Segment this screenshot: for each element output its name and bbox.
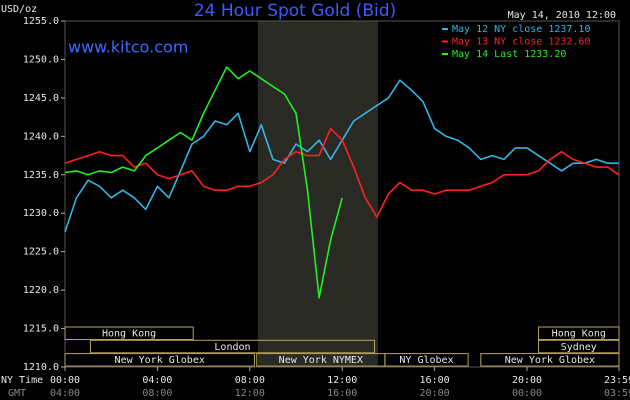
x-tick-label: 08:00	[235, 375, 265, 386]
y-tick-label: 1215.0	[23, 324, 59, 335]
session-box	[64, 353, 255, 367]
session-box	[538, 339, 620, 354]
x-tick-label: 12:00	[327, 375, 357, 386]
series-line	[64, 66, 343, 299]
y-tick-label: 1255.0	[23, 16, 59, 27]
x2-tick-label: 16:00	[327, 388, 357, 399]
x2-tick-label: 08:00	[142, 388, 172, 399]
x-tick-label: 16:00	[420, 375, 450, 386]
legend-label: May 13 NY close 1232.60	[452, 37, 590, 48]
shaded-period	[257, 21, 379, 367]
x-tick-label: 23:59	[604, 375, 630, 386]
x2-tick-label: 20:00	[420, 388, 450, 399]
session-box	[480, 353, 620, 367]
session-box	[64, 326, 194, 340]
session-label: Hong Kong	[102, 329, 156, 340]
session-box	[384, 353, 469, 367]
y-axis-label: USD/oz	[1, 4, 37, 15]
x-tick-label: 00:00	[50, 375, 80, 386]
source: www.kitco.com	[68, 38, 188, 57]
x2-axis-label: GMT	[8, 388, 26, 399]
y-tick-label: 1235.0	[23, 170, 59, 181]
y-tick-label: 1240.0	[23, 131, 59, 142]
timestamp: May 14, 2010 12:00	[508, 10, 616, 21]
session-box	[538, 326, 620, 340]
series-line	[64, 127, 620, 218]
y-tick-label: 1230.0	[23, 208, 59, 219]
plot-layer	[61, 20, 620, 371]
y-tick-label: 1225.0	[23, 247, 59, 258]
session-box	[89, 339, 376, 354]
x-axis-label: NY Time	[1, 375, 43, 386]
session-label: New York Globex	[115, 355, 205, 366]
session-label: New York Globex	[505, 355, 595, 366]
x2-tick-label: 00:00	[512, 388, 542, 399]
x-tick-label: 20:00	[512, 375, 542, 386]
x2-tick-label: 03:59	[604, 388, 630, 399]
session-label: New York NYMEX	[279, 355, 363, 366]
session-label: Sydney	[561, 342, 597, 353]
y-tick-label: 1210.0	[23, 362, 59, 373]
session-label: London	[214, 342, 250, 353]
x2-tick-label: 12:00	[235, 388, 265, 399]
session-label: NY Globex	[399, 355, 453, 366]
x-tick-label: 04:00	[142, 375, 172, 386]
y-tick-label: 1220.0	[23, 285, 59, 296]
y-tick-label: 1245.0	[23, 93, 59, 104]
chart-title: 24 Hour Spot Gold (Bid)	[194, 1, 396, 21]
session-label: Hong Kong	[552, 329, 606, 340]
legend-label: May 12 NY close 1237.10	[452, 24, 590, 35]
legend-label: May 14 Last 1233.20	[452, 49, 566, 60]
y-tick-label: 1250.0	[23, 54, 59, 65]
x2-tick-label: 04:00	[50, 388, 80, 399]
